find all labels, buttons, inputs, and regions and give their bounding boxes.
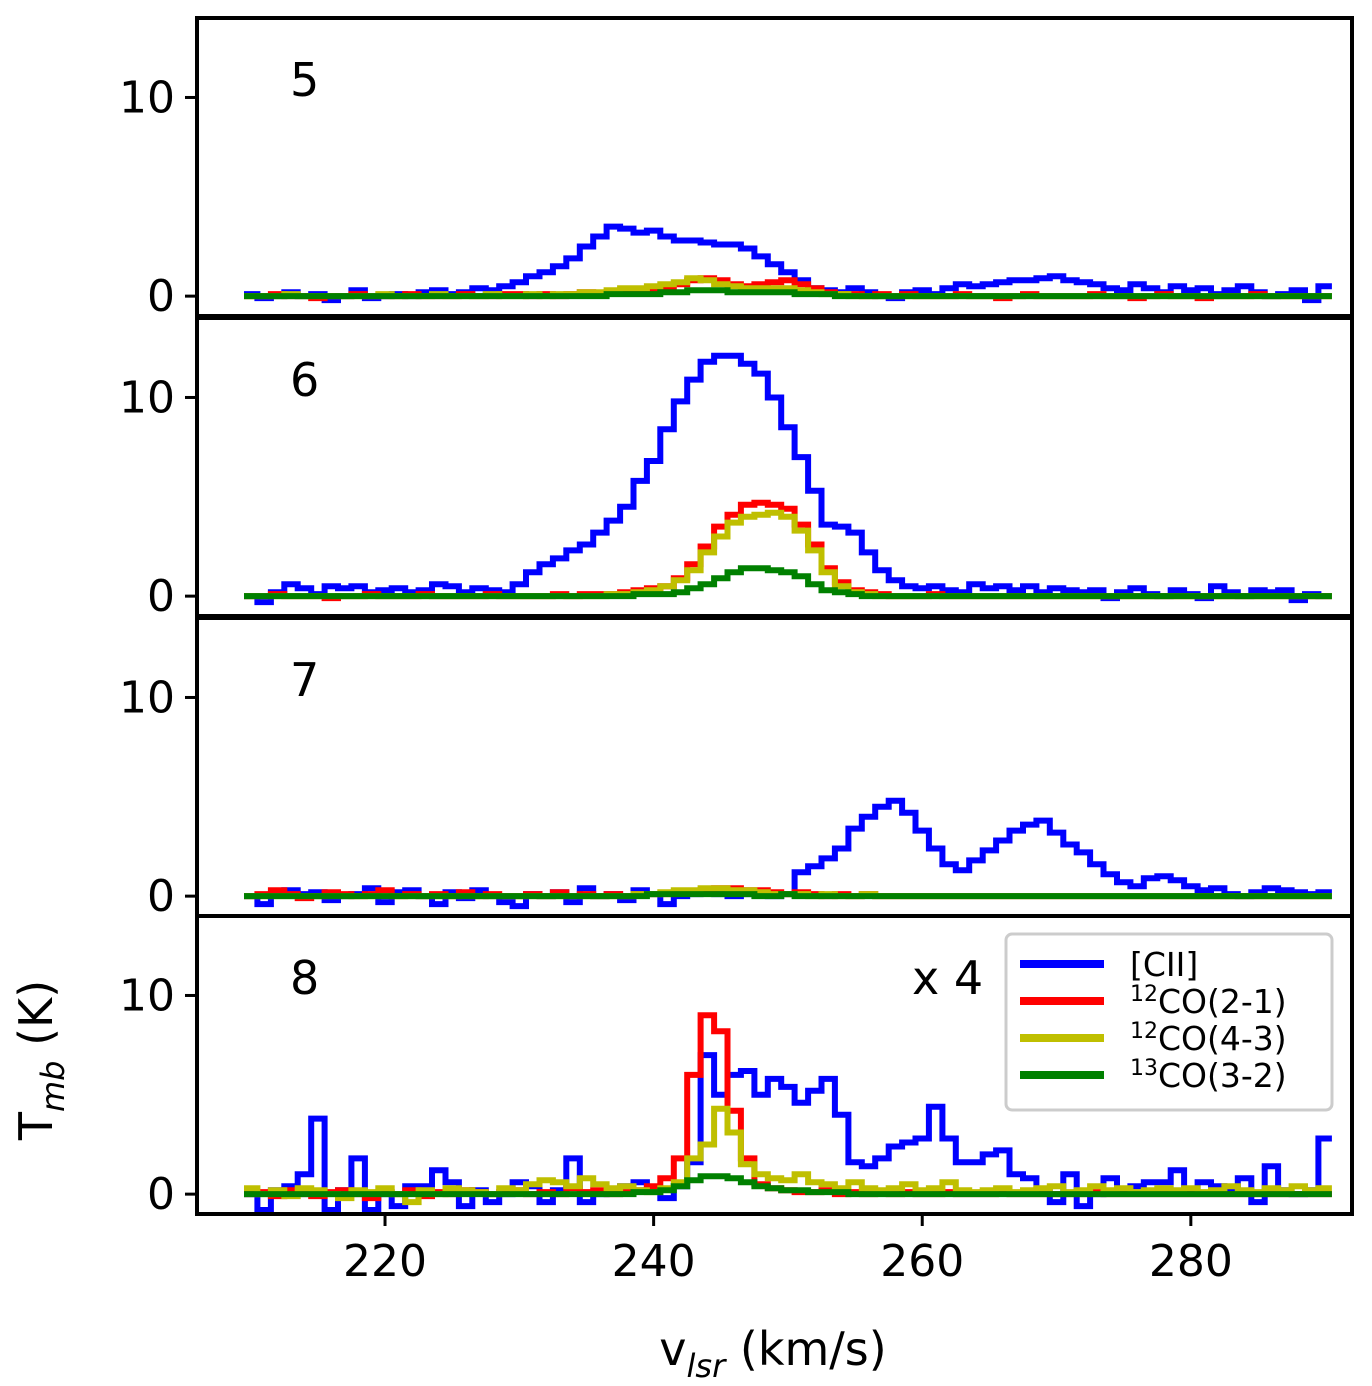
- y-tick-label: 0: [147, 571, 175, 622]
- x-tick-label: 240: [612, 1236, 696, 1287]
- panel-5: 0 10 5: [119, 16, 1354, 322]
- series-12co-4-3-line: [244, 509, 1332, 600]
- series-group: [244, 797, 1332, 910]
- x-tick-label: 220: [343, 1236, 427, 1287]
- series-13co-3-2-line: [244, 287, 1332, 300]
- panel-frame: [195, 16, 1354, 318]
- scale-annotation: x 4: [912, 951, 983, 1005]
- y-tick-label: 0: [147, 871, 175, 922]
- x-tick-label: 280: [1149, 1236, 1233, 1287]
- x-axis: 220 240 260 280: [343, 1214, 1233, 1287]
- legend-label: 13CO(3-2): [1130, 1056, 1287, 1095]
- y-tick-label: 10: [119, 672, 175, 723]
- series-13co-3-2-line: [244, 565, 1332, 600]
- series-cii-line: [244, 352, 1332, 606]
- panel-8: 0 10 8 x 4: [119, 914, 1354, 1220]
- y-tick-label: 0: [147, 271, 175, 322]
- y-tick-label: 0: [147, 1169, 175, 1220]
- series-12co-4-3-line: [244, 1105, 1332, 1206]
- y-tick-label: 10: [119, 372, 175, 423]
- series-group: [244, 1012, 1332, 1213]
- panels-group: 0 10 5 0 10 6 0 10 7 0 10 8 x 4: [119, 16, 1354, 1220]
- panel-number-label: 7: [290, 653, 319, 707]
- panel-frame: [195, 914, 1354, 1216]
- panel-6: 0 10 6: [119, 316, 1354, 622]
- series-group: [244, 352, 1332, 606]
- y-tick-label: 10: [119, 72, 175, 123]
- y-tick-label: 10: [119, 970, 175, 1021]
- series-cii-line: [244, 223, 1332, 304]
- panel-7: 0 10 7: [119, 616, 1354, 922]
- panel-frame: [195, 616, 1354, 918]
- y-axis-title: Tmb (K): [9, 980, 72, 1141]
- legend-label: [CII]: [1130, 945, 1198, 984]
- legend: [CII]12CO(2-1)12CO(4-3)13CO(3-2): [1004, 932, 1334, 1112]
- series-group: [244, 223, 1332, 304]
- series-13co-3-2-line: [244, 1173, 1332, 1198]
- panel-number-label: 6: [290, 353, 319, 407]
- legend-frame: [1004, 932, 1334, 1112]
- legend-label: 12CO(4-3): [1130, 1019, 1287, 1058]
- legend-label: 12CO(2-1): [1130, 982, 1287, 1021]
- series-cii-line: [244, 797, 1332, 910]
- x-tick-label: 260: [880, 1236, 964, 1287]
- series-cii-line: [244, 1052, 1332, 1213]
- series-13co-3-2-line: [244, 891, 1332, 900]
- panel-number-label: 5: [290, 53, 319, 107]
- x-axis-title: vlsr (km/s): [659, 1322, 886, 1385]
- panel-number-label: 8: [290, 951, 319, 1005]
